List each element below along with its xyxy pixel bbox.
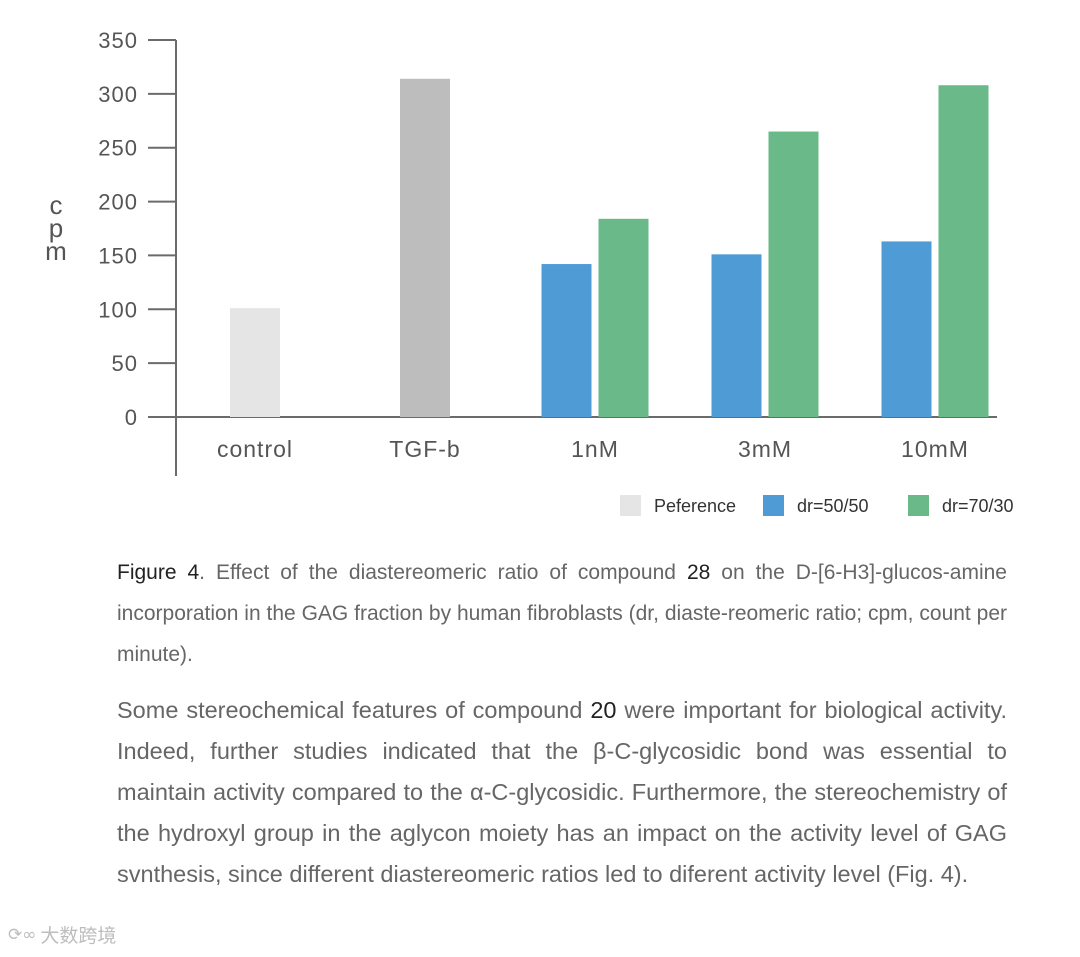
legend-label: dr=70/30 xyxy=(942,496,1014,516)
y-tick-label: 350 xyxy=(98,28,138,53)
chart-bars xyxy=(230,78,989,418)
figure-caption: Figure 4. Effect of the diastereomeric r… xyxy=(117,552,1007,675)
bar-control xyxy=(230,308,280,417)
bar-10mm xyxy=(938,85,989,418)
y-axis-label-letter: m xyxy=(45,236,67,266)
bar-3mm xyxy=(711,254,762,417)
y-tick-label: 0 xyxy=(125,405,138,430)
bar-1nm xyxy=(598,218,649,417)
caption-text-1: . Effect of the diastereomeric ratio of … xyxy=(199,561,687,584)
x-tick-label: control xyxy=(217,436,293,462)
caption-text-2: on the D-[6-H3]-glucos-amine incorporati… xyxy=(117,561,1007,666)
y-tick-label: 200 xyxy=(98,190,138,215)
paragraph-compound: 20 xyxy=(590,697,617,723)
legend-label: dr=50/50 xyxy=(797,496,869,516)
x-tick-label: TGF-b xyxy=(389,436,460,462)
paragraph-text-1: Some stereochemical features of compound xyxy=(117,697,591,723)
bar-tgf-b xyxy=(400,78,450,417)
legend-swatch xyxy=(908,495,929,516)
paragraph-text-2: were important for biological activity. … xyxy=(117,697,1007,887)
x-tick-label: 1nM xyxy=(571,436,619,462)
chart-legend: Peference dr=50/50 dr=70/30 xyxy=(620,495,1014,516)
y-axis-label-letter: p xyxy=(49,213,63,243)
y-tick-label: 150 xyxy=(98,243,138,268)
body-paragraph: Some stereochemical features of compound… xyxy=(117,690,1007,895)
y-tick-label: 250 xyxy=(98,136,138,161)
legend-swatch xyxy=(620,495,641,516)
x-tick-label: 10mM xyxy=(901,436,969,462)
figure-label: Figure 4 xyxy=(117,561,200,584)
watermark-text: 大数跨境 xyxy=(40,925,117,947)
legend-label: Peference xyxy=(654,496,736,516)
x-tick-label: 3mM xyxy=(738,436,792,462)
y-tick-label: 300 xyxy=(98,82,138,107)
chart-labels: 0 50 100 150 200 250 300 350 cpm control TGF-b 1nM 3… xyxy=(45,28,969,462)
bar-10mm xyxy=(881,241,932,417)
y-axis-label-letter: c xyxy=(50,190,63,220)
watermark-logo-icon: ⟳∞ xyxy=(8,924,37,945)
bar-1nm xyxy=(541,264,592,417)
bar-3mm xyxy=(768,131,819,418)
bar-chart: 0 50 100 150 200 250 300 350 cpm control TGF-b 1nM 3… xyxy=(45,28,1014,516)
y-tick-label: 50 xyxy=(112,351,138,376)
caption-compound: 28 xyxy=(686,561,711,584)
y-tick-label: 100 xyxy=(98,297,138,322)
legend-swatch xyxy=(763,495,784,516)
watermark: ⟳∞ 大数跨境 xyxy=(8,921,116,948)
